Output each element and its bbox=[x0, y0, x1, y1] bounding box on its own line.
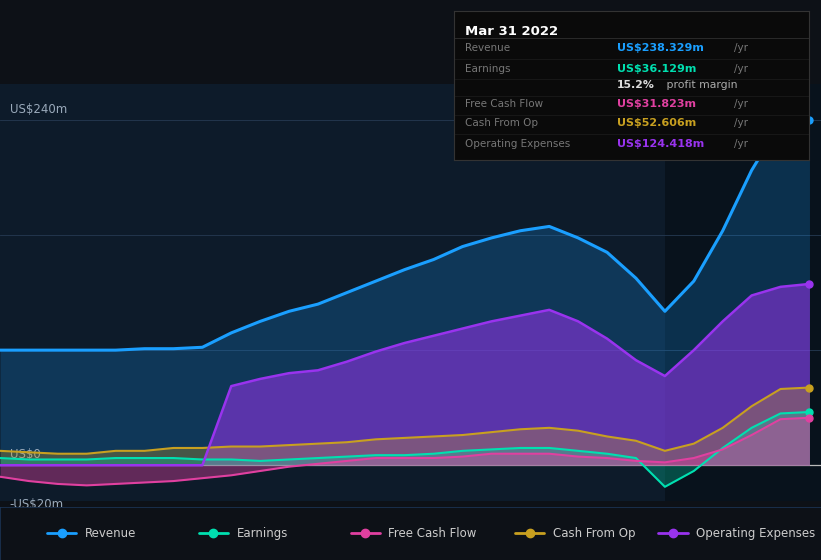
Text: US$238.329m: US$238.329m bbox=[617, 43, 704, 53]
Text: 2016: 2016 bbox=[71, 530, 102, 543]
Text: Revenue: Revenue bbox=[85, 527, 136, 540]
Text: 15.2%: 15.2% bbox=[617, 80, 655, 90]
Text: 2019: 2019 bbox=[419, 530, 448, 543]
Text: 2020: 2020 bbox=[534, 530, 564, 543]
Text: Operating Expenses: Operating Expenses bbox=[696, 527, 815, 540]
Text: US$36.129m: US$36.129m bbox=[617, 63, 696, 73]
Text: /yr: /yr bbox=[734, 43, 748, 53]
Text: profit margin: profit margin bbox=[663, 80, 738, 90]
Text: /yr: /yr bbox=[734, 99, 748, 109]
Text: Earnings: Earnings bbox=[236, 527, 288, 540]
Text: Cash From Op: Cash From Op bbox=[465, 118, 538, 128]
Text: 2022: 2022 bbox=[766, 530, 796, 543]
Text: 2021: 2021 bbox=[650, 530, 680, 543]
Text: US$124.418m: US$124.418m bbox=[617, 139, 704, 149]
Text: Operating Expenses: Operating Expenses bbox=[465, 139, 570, 149]
Text: /yr: /yr bbox=[734, 139, 748, 149]
Text: Free Cash Flow: Free Cash Flow bbox=[388, 527, 477, 540]
Bar bbox=[665, 84, 821, 501]
Text: US$52.606m: US$52.606m bbox=[617, 118, 696, 128]
Text: US$31.823m: US$31.823m bbox=[617, 99, 696, 109]
Text: 2018: 2018 bbox=[303, 530, 333, 543]
Text: Revenue: Revenue bbox=[465, 43, 510, 53]
Text: Earnings: Earnings bbox=[465, 63, 510, 73]
Text: -US$20m: -US$20m bbox=[10, 498, 64, 511]
Text: US$0: US$0 bbox=[10, 448, 40, 461]
Text: Free Cash Flow: Free Cash Flow bbox=[465, 99, 543, 109]
Text: Mar 31 2022: Mar 31 2022 bbox=[465, 25, 557, 38]
Text: /yr: /yr bbox=[734, 118, 748, 128]
Text: 2017: 2017 bbox=[187, 530, 218, 543]
Text: US$240m: US$240m bbox=[10, 103, 67, 116]
Text: Cash From Op: Cash From Op bbox=[553, 527, 635, 540]
Text: /yr: /yr bbox=[734, 63, 748, 73]
